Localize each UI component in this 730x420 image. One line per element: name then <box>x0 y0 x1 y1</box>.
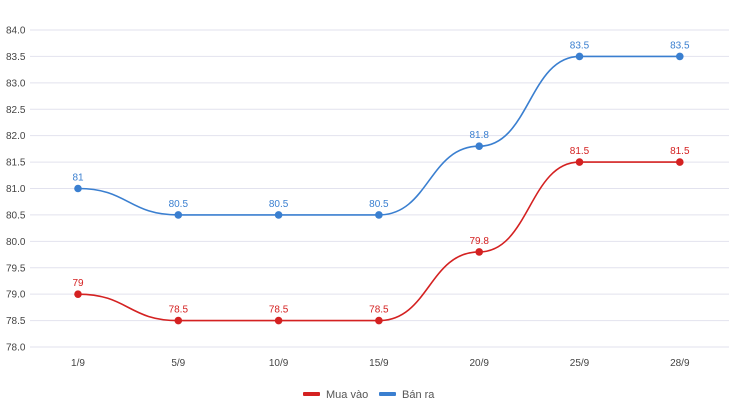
data-label: 80.5 <box>169 199 189 210</box>
y-tick-label: 83.5 <box>6 52 26 63</box>
data-point[interactable] <box>174 211 183 219</box>
data-point[interactable] <box>274 316 283 325</box>
legend-label: Bán ra <box>402 389 435 401</box>
data-point[interactable] <box>74 290 82 298</box>
legend-item[interactable]: Bán ra <box>379 389 435 401</box>
data-label: 79 <box>72 278 84 289</box>
data-point[interactable] <box>174 316 183 325</box>
legend-swatch <box>303 392 320 396</box>
y-tick-label: 78.5 <box>6 316 26 327</box>
y-tick-label: 83.0 <box>6 78 26 89</box>
data-label: 81.5 <box>670 146 690 157</box>
data-label: 81.8 <box>469 130 489 141</box>
legend: Mua vào Bán ra <box>303 389 435 401</box>
legend-item[interactable]: Mua vào <box>303 389 368 401</box>
data-label: 81.5 <box>570 146 590 157</box>
y-tick-label: 80.0 <box>6 237 26 248</box>
x-tick-label: 1/9 <box>71 358 85 369</box>
y-tick-label: 81.5 <box>6 158 26 169</box>
legend-swatch <box>379 392 396 396</box>
x-tick-label: 20/9 <box>469 358 489 369</box>
data-label: 80.5 <box>269 199 289 210</box>
data-point[interactable] <box>575 158 584 166</box>
y-tick-label: 81.0 <box>6 184 26 195</box>
data-label: 83.5 <box>570 40 590 51</box>
legend-label: Mua vào <box>326 389 368 401</box>
y-tick-label: 82.0 <box>6 131 26 142</box>
data-label: 80.5 <box>369 199 389 210</box>
data-point[interactable] <box>475 248 484 256</box>
data-point[interactable] <box>575 52 584 61</box>
data-point[interactable] <box>676 52 684 61</box>
data-point[interactable] <box>375 316 383 325</box>
y-tick-label: 79.0 <box>6 290 26 301</box>
data-point[interactable] <box>274 211 283 219</box>
series-ban-ra: 81 80.5 80.5 80.5 81.8 83.5 83.5 <box>72 40 690 219</box>
data-label: 78.5 <box>369 305 389 316</box>
x-tick-label: 15/9 <box>369 358 389 369</box>
data-point[interactable] <box>475 142 484 151</box>
y-tick-label: 84.0 <box>6 26 26 37</box>
x-tick-label: 28/9 <box>670 358 690 369</box>
y-tick-label: 82.5 <box>6 105 26 116</box>
data-label: 78.5 <box>269 305 289 316</box>
x-tick-label: 10/9 <box>269 358 289 369</box>
data-point[interactable] <box>676 158 684 166</box>
data-label: 83.5 <box>670 40 690 51</box>
y-tick-label: 79.5 <box>6 263 26 274</box>
series-mua-vao: 79 78.5 78.5 78.5 79.8 81.5 81.5 <box>72 146 690 325</box>
data-point[interactable] <box>74 184 82 193</box>
data-label: 79.8 <box>469 236 489 247</box>
data-point[interactable] <box>375 211 383 219</box>
grid <box>30 29 729 348</box>
data-label: 78.5 <box>169 305 189 316</box>
y-tick-label: 78.0 <box>6 343 26 354</box>
data-label: 81 <box>72 173 84 184</box>
y-tick-label: 80.5 <box>6 210 26 221</box>
x-tick-label: 25/9 <box>570 358 590 369</box>
x-tick-label: 5/9 <box>171 358 185 369</box>
